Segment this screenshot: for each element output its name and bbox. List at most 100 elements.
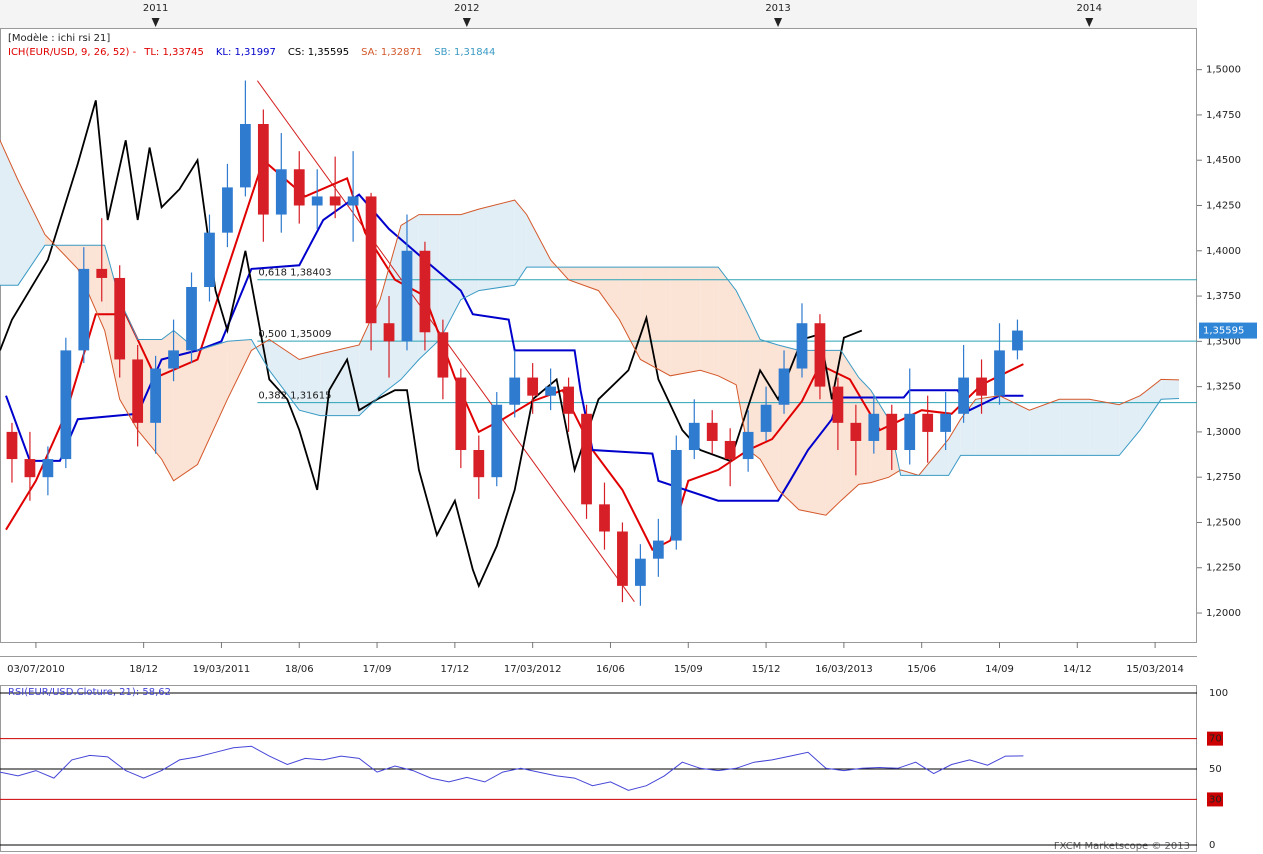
candle-body bbox=[563, 386, 574, 414]
candle-body bbox=[688, 422, 700, 451]
cloud bbox=[858, 377, 871, 485]
x-tick-label: 16/06 bbox=[596, 664, 625, 675]
candle-body bbox=[293, 169, 305, 206]
candle-body bbox=[204, 232, 215, 288]
x-tick-label: 03/07/2010 bbox=[7, 664, 65, 675]
top-axis-band bbox=[0, 0, 1197, 28]
cloud bbox=[598, 267, 620, 320]
y-tick-label: 1,2000 bbox=[1206, 608, 1241, 619]
footer: FXCM Marketscope © 2013 bbox=[1054, 841, 1190, 852]
year-marker bbox=[774, 18, 783, 27]
cloud bbox=[640, 267, 671, 376]
candle-body bbox=[509, 377, 521, 405]
last-price-label: 1,35595 bbox=[1203, 326, 1244, 337]
y-tick-label: 50 bbox=[1209, 764, 1222, 775]
cloud bbox=[1089, 399, 1120, 456]
y-tick-label: 1,4250 bbox=[1206, 200, 1241, 211]
candle-body bbox=[724, 440, 736, 460]
cloud bbox=[1059, 399, 1090, 456]
x-tick-label: 19/03/2011 bbox=[193, 664, 251, 675]
y-tick-label: 1,5000 bbox=[1206, 65, 1241, 76]
cloud bbox=[478, 200, 515, 291]
candle-body bbox=[257, 123, 269, 215]
last-price-box bbox=[1199, 322, 1257, 339]
x2-tick-label: 2012 bbox=[454, 3, 479, 14]
candle-body bbox=[545, 386, 557, 396]
year-marker bbox=[462, 18, 471, 27]
candle-body bbox=[401, 250, 413, 342]
candle-body bbox=[491, 404, 503, 478]
x2-tick-label: 2013 bbox=[765, 3, 790, 14]
indicator-label: ICH(EUR/USD, 9, 26, 52) - bbox=[8, 47, 137, 58]
cloud bbox=[460, 209, 479, 300]
year-marker bbox=[1085, 18, 1094, 27]
y-tick-label: 1,3750 bbox=[1206, 291, 1241, 302]
y-tick-label: 1,3000 bbox=[1206, 427, 1241, 438]
x-tick-label: 17/03/2012 bbox=[504, 664, 562, 675]
candle-body bbox=[455, 377, 467, 451]
rsi-title: RSI(EUR/USD.Cloture, 21): 58,62 bbox=[8, 687, 171, 698]
candle-body bbox=[132, 359, 144, 423]
chart-title: [Modèle : ichi rsi 21] bbox=[8, 32, 110, 44]
candle-body bbox=[1012, 330, 1023, 351]
year-marker bbox=[151, 18, 160, 27]
fib-level-label: 0,382 1,31615 bbox=[258, 391, 331, 402]
candle-body bbox=[994, 350, 1005, 396]
cloud bbox=[736, 290, 749, 450]
cloud bbox=[320, 345, 360, 416]
candle-body bbox=[150, 368, 161, 423]
candle-body bbox=[186, 287, 197, 351]
candle-body bbox=[383, 323, 395, 342]
candle-body bbox=[275, 169, 287, 215]
indicator-line bbox=[0, 140, 1180, 516]
x-tick-label: 14/12 bbox=[1063, 664, 1092, 675]
cloud bbox=[568, 267, 599, 291]
candle-body bbox=[706, 422, 718, 441]
cloud bbox=[1029, 399, 1060, 456]
cloud bbox=[77, 245, 105, 331]
candle-body bbox=[868, 413, 880, 441]
cloud bbox=[999, 395, 1030, 456]
cloud bbox=[104, 245, 120, 400]
candle-body bbox=[6, 431, 18, 460]
level-label-box bbox=[1207, 731, 1223, 746]
legend-entry: KL: 1,31997 bbox=[216, 47, 276, 58]
legend-entry: TL: 1,33745 bbox=[143, 47, 204, 58]
x-tick-label: 14/09 bbox=[985, 664, 1014, 675]
cloud bbox=[526, 214, 551, 268]
y-tick-label: 70 bbox=[1209, 734, 1222, 745]
cloud bbox=[700, 267, 719, 376]
candle-body bbox=[311, 196, 323, 206]
cloud bbox=[960, 399, 976, 456]
cloud bbox=[18, 180, 45, 286]
candle-body bbox=[96, 268, 108, 278]
y-tick-label: 1,3500 bbox=[1206, 336, 1241, 347]
cloud bbox=[1161, 379, 1179, 400]
x-tick-label: 18/12 bbox=[129, 664, 158, 675]
candle-body bbox=[329, 196, 341, 206]
x-tick-label: 17/09 bbox=[363, 664, 392, 675]
y-tick-label: 1,4500 bbox=[1206, 155, 1241, 166]
cloud bbox=[670, 267, 701, 376]
candle-body bbox=[814, 323, 826, 387]
cloud bbox=[227, 339, 252, 400]
candle-body bbox=[940, 413, 952, 432]
candle-body bbox=[347, 196, 359, 206]
x2-tick-label: 2014 bbox=[1077, 3, 1102, 14]
candle-body bbox=[239, 123, 251, 188]
cloud bbox=[380, 225, 401, 396]
x2-tick-label: 2011 bbox=[143, 3, 168, 14]
cloud bbox=[514, 200, 527, 286]
indicator-line bbox=[0, 100, 863, 589]
candle-body bbox=[42, 459, 54, 478]
legend-entry: CS: 1,35595 bbox=[288, 47, 349, 58]
candle-body bbox=[976, 377, 987, 396]
x-tick-label: 18/06 bbox=[285, 664, 314, 675]
y-tick-label: 0 bbox=[1209, 840, 1215, 851]
candle-body bbox=[114, 277, 126, 360]
y-tick-label: 30 bbox=[1209, 794, 1222, 805]
candle-body bbox=[635, 558, 646, 586]
candle-body bbox=[419, 250, 431, 333]
candle-body bbox=[168, 350, 179, 369]
